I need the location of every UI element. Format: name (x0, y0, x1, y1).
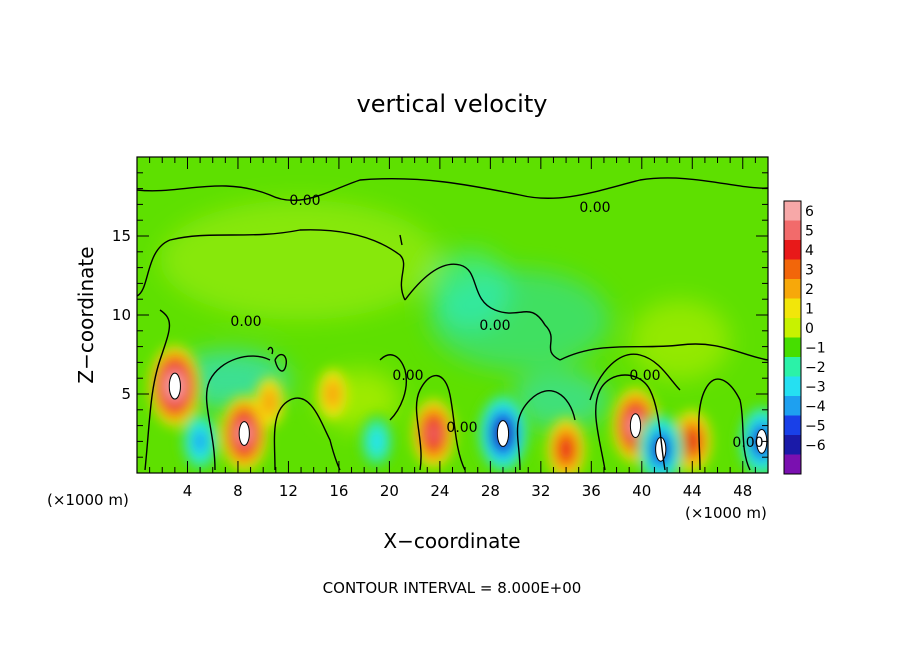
velocity-cells (149, 345, 768, 473)
y-tick-label-5: 5 (121, 385, 131, 403)
colorbar-label-0: 6 (805, 204, 814, 220)
colorbar-label-7: −1 (805, 340, 826, 356)
downdraft-cell-3-level-3 (369, 429, 384, 454)
colorbar-label-6: 0 (805, 321, 814, 337)
updraft-cell-2-level-2 (260, 387, 279, 417)
colorbar-label-4: 2 (805, 282, 814, 298)
colorbar-swatch-0 (784, 201, 801, 221)
colorbar-swatch-8 (784, 357, 801, 377)
y-axis: 5 10 15 (112, 172, 768, 458)
contour-label-2: 0.00 (230, 314, 261, 330)
colorbar-label-1: 5 (805, 223, 814, 239)
contour-label-4: 0.00 (629, 368, 660, 384)
colorbar-label-12: −6 (805, 438, 826, 454)
colorbar-swatch-4 (784, 279, 801, 299)
colorbar: 6 5 4 3 2 1 0 −1 −2 −3 −4 −5 −6 (783, 200, 826, 475)
colorbar-swatch-13 (784, 454, 801, 475)
colorbar-swatch-9 (784, 376, 801, 397)
x-tick-label-44: 44 (683, 482, 702, 500)
colorbar-label-5: 1 (805, 301, 814, 317)
colorbar-swatch-10 (784, 396, 801, 416)
contour-label-7: 0.00 (732, 435, 763, 451)
downdraft-cell-0-core (496, 420, 510, 447)
contour-label-0: 0.00 (289, 193, 320, 209)
x-tick-label-36: 36 (582, 482, 601, 500)
y-axis-label: Z−coordinate (74, 246, 98, 383)
downdraft-cell-2-level-4 (193, 431, 207, 452)
contour-label-3: 0.00 (392, 368, 423, 384)
contour-label-5: 0.00 (479, 318, 510, 334)
x-unit-left: (×1000 m) (47, 491, 129, 509)
zero-contours (137, 177, 768, 471)
colorbar-label-10: −4 (805, 399, 826, 415)
updraft-cell-3-level-2 (323, 379, 342, 409)
x-tick-label-16: 16 (329, 482, 348, 500)
x-axis: 4 8 12 16 20 24 28 32 36 40 44 48 (149, 157, 769, 500)
updraft-cell-0-core (168, 372, 181, 400)
colorbar-swatch-2 (784, 240, 801, 260)
updraft-cell-1-core (238, 421, 250, 446)
colorbar-swatch-5 (784, 298, 801, 319)
colorbar-swatch-12 (784, 435, 801, 455)
x-tick-label-20: 20 (380, 482, 399, 500)
x-tick-label-24: 24 (430, 482, 449, 500)
colorbar-swatch-11 (784, 415, 801, 436)
chart-title: vertical velocity (357, 90, 548, 118)
x-tick-label-28: 28 (481, 482, 500, 500)
colorbar-label-3: 3 (805, 262, 814, 278)
x-axis-label: X−coordinate (383, 529, 520, 553)
colorbar-swatch-6 (784, 318, 801, 338)
colorbar-label-2: 4 (805, 243, 814, 259)
x-unit-right: (×1000 m) (685, 504, 767, 522)
colorbar-swatch-7 (784, 337, 801, 358)
updraft-cell-7-level-4 (686, 431, 699, 452)
x-tick-label-40: 40 (632, 482, 651, 500)
x-tick-label-48: 48 (733, 482, 752, 500)
x-tick-label-32: 32 (531, 482, 550, 500)
contour-label-6: 0.00 (446, 420, 477, 436)
colorbar-swatch-1 (784, 220, 801, 241)
colorbar-label-9: −3 (805, 379, 826, 395)
contour-labels: 0.00 0.00 0.00 0.00 0.00 0.00 0.00 0.00 (230, 193, 763, 451)
plot-area: 0.00 0.00 0.00 0.00 0.00 0.00 0.00 0.00 (137, 157, 768, 473)
colorbar-frame (783, 200, 802, 475)
contour-interval-note: CONTOUR INTERVAL = 8.000E+00 (323, 579, 582, 597)
y-tick-label-15: 15 (112, 227, 131, 245)
x-tick-label-4: 4 (183, 482, 193, 500)
updraft-cell-5-level-4 (559, 439, 573, 460)
y-tick-label-10: 10 (112, 306, 131, 324)
colorbar-swatch-3 (784, 259, 801, 280)
x-tick-label-8: 8 (233, 482, 243, 500)
colorbar-label-11: −5 (805, 418, 826, 434)
velocity-cores (168, 372, 768, 462)
contour-label-1: 0.00 (579, 200, 610, 216)
x-tick-label-12: 12 (279, 482, 298, 500)
updraft-cell-6-core (629, 413, 642, 439)
colorbar-label-8: −2 (805, 360, 826, 376)
updraft-cell-4-level-5 (427, 424, 440, 443)
